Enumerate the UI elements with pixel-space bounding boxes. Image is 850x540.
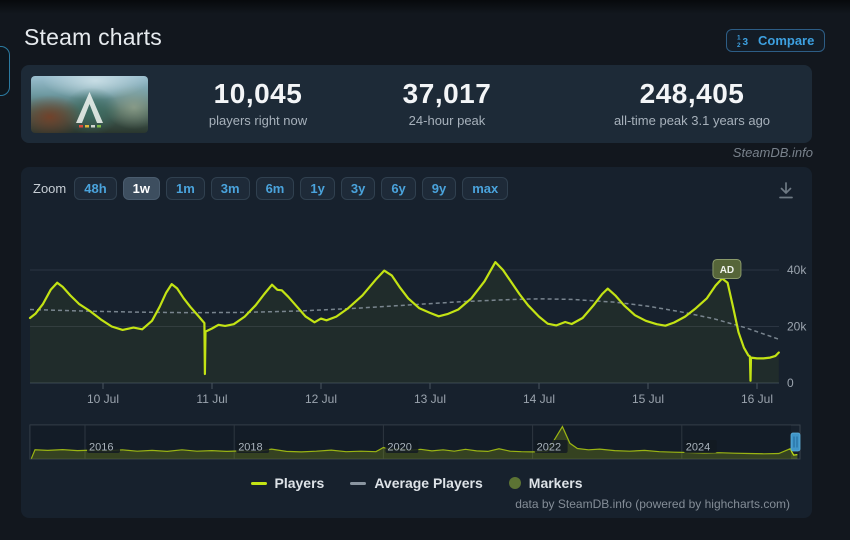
ad-marker-badge[interactable]: AD: [712, 258, 742, 279]
year-label: 2020: [387, 442, 411, 454]
main-line-chart[interactable]: 0 20k 40k 10 Jul 11 Jul 12 Jul 13 Jul 14 Jul 15 …: [21, 217, 812, 417]
navigator-chart[interactable]: 2016 2018 2020 2022 2024: [21, 419, 812, 471]
players-line: [28, 260, 780, 382]
range-button-9y[interactable]: 9y: [421, 177, 457, 200]
svg-text:3: 3: [743, 37, 749, 48]
legend-item-markers[interactable]: Markers: [508, 475, 583, 491]
compare-button[interactable]: 1 2 3 Compare: [726, 29, 826, 52]
steamdb-watermark: SteamDB.info: [732, 145, 813, 160]
y-tick-label: 40k: [787, 263, 807, 277]
stat-current-players: 10,045 players right now: [209, 78, 307, 128]
range-button-6m[interactable]: 6m: [255, 177, 295, 200]
x-tick-label: 15 Jul: [632, 392, 664, 406]
zoom-label: Zoom: [33, 181, 67, 196]
legend-swatch: [508, 477, 521, 489]
range-button-1y[interactable]: 1y: [300, 177, 335, 200]
chart-legend: Players Average Players Markers: [21, 475, 812, 491]
legend-label: Average Players: [374, 475, 483, 491]
year-label: 2018: [238, 442, 262, 454]
edge-partial-widget[interactable]: [0, 46, 10, 96]
svg-text:1: 1: [737, 35, 741, 42]
peak-24h-label: 24-hour peak: [408, 113, 486, 128]
x-tick-label: 14 Jul: [523, 392, 555, 406]
year-label: 2024: [686, 442, 710, 454]
numbered-list-icon: 1 2 3: [737, 35, 749, 49]
legend-swatch: [250, 481, 267, 485]
year-label-bg: [683, 440, 717, 453]
x-tick-label: 16 Jul: [741, 392, 773, 406]
legend-swatch: [350, 481, 367, 485]
range-button-6y[interactable]: 6y: [381, 177, 416, 200]
year-label-bg: [534, 440, 568, 453]
players-area-fill: [30, 262, 779, 383]
compare-label: Compare: [758, 33, 815, 48]
chart-credit: data by SteamDB.info (powered by highcha…: [515, 497, 790, 511]
range-button-1m[interactable]: 1m: [165, 177, 205, 200]
legend-item-average-players[interactable]: Average Players: [350, 475, 483, 491]
y-tick-label: 20k: [787, 320, 807, 334]
peak-24h-value: 37,017: [402, 78, 492, 109]
stat-alltime-peak: 248,405 all-time peak 3.1 years ago: [614, 78, 770, 128]
year-label: 2016: [89, 442, 113, 454]
legend-label: Players: [274, 475, 325, 491]
y-tick-label: 0: [787, 376, 794, 390]
stats-panel: 10,045 players right now 37,017 24-hour …: [21, 65, 812, 143]
legend-label: Markers: [528, 475, 583, 491]
stat-24h-peak: 37,017 24-hour peak: [403, 78, 492, 128]
current-players-value: 10,045: [213, 78, 303, 109]
navigator-area-fill: [31, 426, 798, 459]
current-players-label: players right now: [208, 113, 308, 128]
year-label-bg: [87, 440, 120, 453]
average-players-line: [29, 298, 780, 340]
x-tick-label: 11 Jul: [196, 392, 227, 406]
alltime-peak-value: 248,405: [639, 78, 745, 109]
range-button-3y[interactable]: 3y: [340, 177, 376, 200]
zoom-range-toolbar: Zoom 48h 1w 1m 3m 6m 1y 3y 6y 9y max: [33, 177, 509, 200]
alltime-peak-label: all-time peak 3.1 years ago: [613, 113, 771, 128]
year-label: 2022: [537, 442, 561, 454]
game-capsule-image[interactable]: [31, 76, 148, 133]
navigator-handle-body: [790, 432, 801, 452]
year-label-bg: [236, 440, 270, 453]
year-label-bg: [385, 440, 419, 453]
range-button-3m[interactable]: 3m: [210, 177, 250, 200]
legend-item-players[interactable]: Players: [250, 475, 325, 491]
ark-logo: [76, 92, 103, 128]
svg-text:2: 2: [737, 42, 741, 48]
page-title: Steam charts: [24, 24, 162, 50]
top-shadow: [0, 0, 850, 14]
x-tick-label: 10 Jul: [87, 392, 119, 406]
ad-marker-bg: [712, 258, 742, 279]
download-icon[interactable]: [774, 179, 798, 203]
x-tick-label: 12 Jul: [305, 392, 337, 406]
x-tick-label: 13 Jul: [414, 392, 446, 406]
ad-marker-label: AD: [720, 265, 734, 276]
range-button-1w[interactable]: 1w: [122, 177, 160, 200]
range-button-48h[interactable]: 48h: [74, 177, 117, 200]
chart-panel: Zoom 48h 1w 1m 3m 6m 1y 3y 6y 9y max 0 20k 40k 10 Ju…: [21, 167, 812, 518]
range-button-max[interactable]: max: [462, 177, 509, 200]
navigator-handle[interactable]: [790, 432, 801, 452]
navigator-line: [30, 425, 798, 459]
